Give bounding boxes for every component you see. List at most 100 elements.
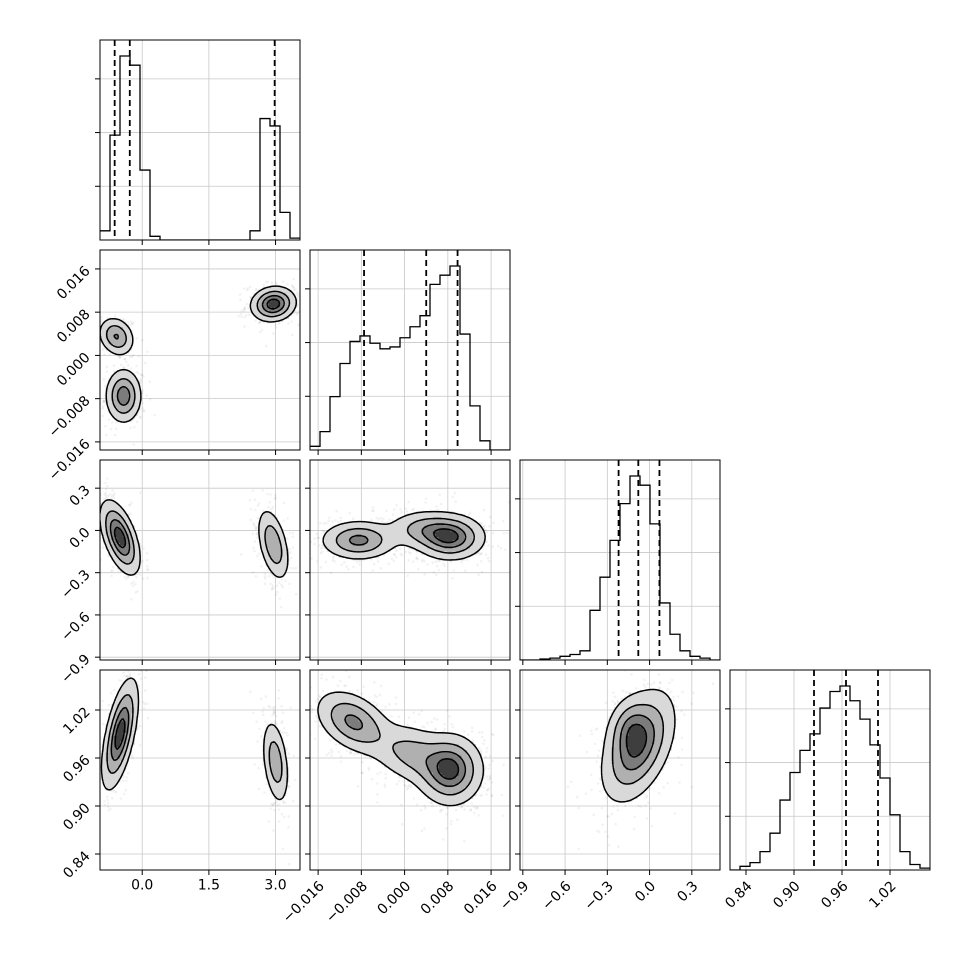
scatter-point	[385, 509, 388, 513]
density-cell	[467, 520, 471, 524]
density-cell	[125, 715, 129, 719]
scatter-point	[141, 401, 144, 405]
density-cell	[105, 520, 109, 524]
density-cell	[274, 730, 278, 734]
scatter-point	[292, 288, 296, 292]
density-cell	[122, 750, 127, 754]
density-cell	[108, 747, 112, 751]
density-cell	[122, 701, 127, 705]
density-cell	[427, 551, 431, 555]
density-cell	[134, 401, 138, 405]
scatter-point	[127, 670, 130, 673]
density-cell	[370, 537, 374, 541]
density-cell	[120, 727, 124, 731]
scatter-point	[277, 803, 281, 806]
density-cell	[254, 307, 258, 311]
scatter-point	[263, 577, 267, 580]
scatter-point	[288, 531, 292, 535]
density-cell	[271, 298, 275, 302]
panel-content	[520, 460, 720, 660]
density-cell	[372, 534, 377, 538]
density-cell	[128, 554, 132, 558]
density-cell	[418, 545, 422, 549]
density-cell	[105, 327, 109, 331]
density-cell	[131, 554, 135, 558]
density-cell	[452, 528, 457, 532]
scatter-point	[91, 795, 94, 798]
density-cell	[117, 741, 121, 745]
density-cell	[117, 747, 121, 751]
density-cell	[131, 735, 135, 739]
density-cell	[470, 534, 474, 538]
density-cell	[350, 531, 354, 535]
scatter-point	[259, 697, 263, 701]
density-cell	[277, 298, 281, 302]
density-cell	[327, 540, 331, 544]
scatter-point	[275, 723, 279, 726]
scatter-point	[423, 573, 427, 576]
density-cell	[421, 537, 425, 541]
density-cell	[268, 292, 272, 297]
density-cell	[455, 545, 459, 549]
scatter-point	[257, 502, 261, 505]
density-cell	[352, 537, 357, 541]
density-cell	[105, 537, 109, 541]
density-cell	[260, 534, 264, 538]
density-cell	[461, 551, 465, 555]
density-cell	[128, 522, 132, 527]
density-cell	[455, 540, 459, 544]
density-cell	[265, 542, 269, 547]
density-cell	[114, 398, 118, 402]
scatter-point	[248, 313, 251, 316]
density-cell	[260, 537, 264, 541]
scatter-point	[370, 558, 373, 561]
scatter-point	[140, 339, 144, 342]
scatter-point	[272, 712, 275, 715]
scatter-point	[129, 426, 132, 430]
scatter-point	[254, 575, 258, 578]
scatter-point	[276, 590, 279, 594]
density-cell	[464, 551, 468, 555]
density-cell	[257, 295, 261, 299]
density-cell	[438, 548, 442, 552]
density-cell	[271, 562, 275, 567]
density-cell	[120, 707, 124, 711]
density-cell	[268, 295, 272, 299]
density-cell	[268, 727, 272, 731]
density-cell	[464, 528, 468, 532]
scatter-point	[103, 803, 107, 807]
density-cell	[418, 520, 422, 524]
density-cell	[390, 542, 394, 547]
scatter-point	[152, 666, 155, 669]
density-cell	[120, 732, 124, 737]
scatter-point	[477, 573, 480, 576]
density-cell	[421, 525, 425, 529]
density-cell	[114, 522, 118, 527]
density-cell	[125, 520, 129, 524]
density-cell	[392, 540, 397, 544]
density-cell	[131, 534, 135, 538]
density-cell	[102, 522, 107, 527]
density-cell	[274, 571, 278, 575]
density-cell	[332, 537, 337, 541]
density-cell	[438, 531, 442, 535]
scatter-point	[399, 552, 403, 556]
density-cell	[262, 554, 267, 558]
density-cell	[274, 520, 278, 524]
density-cell	[332, 528, 337, 532]
scatter-point	[112, 364, 116, 367]
density-cell	[398, 534, 402, 538]
density-cell	[332, 542, 337, 547]
scatter-point	[239, 312, 243, 316]
density-cell	[387, 540, 391, 544]
scatter-point	[260, 565, 263, 568]
scatter-point	[263, 582, 267, 585]
density-cell	[404, 534, 408, 538]
density-cell	[282, 290, 287, 294]
density-cell	[108, 534, 112, 538]
scatter-point	[130, 598, 133, 601]
density-cell	[282, 295, 287, 299]
scatter-point	[487, 525, 491, 528]
density-cell	[125, 517, 129, 521]
density-cell	[395, 542, 399, 547]
